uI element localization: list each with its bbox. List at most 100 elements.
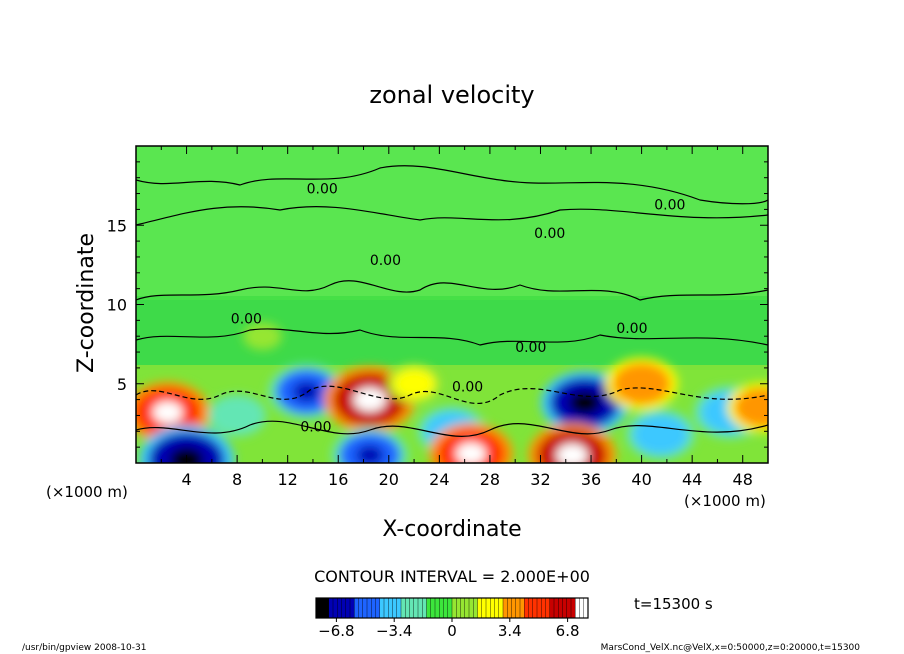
x-units-left: (×1000 m) [46, 483, 128, 501]
y-tick-label: 10 [107, 296, 127, 315]
colorbar-cell [362, 598, 368, 618]
colorbar-cell [532, 598, 538, 618]
contour-line [136, 165, 768, 205]
colorbar-cell [345, 598, 351, 618]
velocity-feature-core [356, 445, 384, 463]
velocity-feature-core [568, 391, 601, 415]
colorbar-cell [409, 598, 415, 618]
colorbar-cell [435, 598, 440, 618]
colorbar-cell [392, 598, 398, 618]
velocity-feature [633, 414, 689, 455]
colorbar-cell [528, 598, 534, 618]
colorbar-cell [571, 598, 576, 618]
colorbar-tick-label: −6.8 [318, 622, 354, 640]
x-tick-label: 32 [530, 470, 550, 489]
colorbar-cell [494, 598, 500, 618]
contour-label: 0.00 [616, 321, 647, 337]
x-axis-label: X-coordinate [382, 517, 521, 542]
x-tick-label: 40 [631, 470, 651, 489]
contour-interval-text: CONTOUR INTERVAL = 2.000E+00 [314, 567, 590, 586]
x-tick-label: 28 [480, 470, 500, 489]
plot-area: 0.00 0.00 0.00 0.00 0.00 0.00 0.00 0.00 0.00 [136, 146, 768, 463]
colorbar-cell [320, 598, 325, 618]
colorbar-cell [328, 598, 334, 618]
colorbar-cell [486, 598, 491, 618]
colorbar-cell [452, 598, 457, 618]
colorbar-cell [464, 598, 470, 618]
x-tick-label: 44 [682, 470, 702, 489]
colorbar-cell [537, 598, 542, 618]
contour-line [136, 420, 768, 437]
colorbar-cell [358, 598, 364, 618]
colorbar-cell [562, 598, 568, 618]
colorbar-cell [524, 598, 529, 618]
contour-label: 0.00 [515, 340, 546, 356]
velocity-feature-core [292, 381, 321, 402]
contour-labels: 0.00 0.00 0.00 0.00 0.00 0.00 0.00 0.00 0.00 [231, 182, 686, 436]
colorbar-cell [541, 598, 546, 618]
colorbar-cell [413, 598, 419, 618]
colorbar-cell [549, 598, 555, 618]
colorbar-cell [579, 598, 585, 618]
velocity-feature [734, 387, 768, 428]
contour-label: 0.00 [452, 380, 483, 396]
footer-right: MarsCond_VelX.nc@VelX,x=0:50000,z=0:2000… [601, 643, 861, 653]
colorbar-cell [341, 598, 347, 618]
velocity-feature [392, 368, 436, 400]
colorbar-cell [316, 598, 321, 618]
mid-band [136, 300, 768, 370]
x-units-right: (×1000 m) [684, 492, 766, 510]
x-tick-label: 12 [278, 470, 298, 489]
velocity-feature-core [455, 442, 487, 463]
colorbar-cell [583, 598, 589, 618]
colorbar-tick-label: 3.4 [498, 622, 522, 640]
colorbar-cell [367, 598, 372, 618]
x-tick-label: 8 [232, 470, 242, 489]
x-axis: 4 8 12 16 20 24 28 32 36 40 44 48 [135, 146, 769, 489]
colorbar-cell [503, 598, 508, 618]
velocity-feature-core [353, 387, 387, 412]
x-tick-label: 48 [733, 470, 753, 489]
colorbar-cell [515, 598, 521, 618]
x-tick-label: 16 [328, 470, 348, 489]
colorbar-tick-label: 0 [447, 622, 457, 640]
colorbar-tick-label: −3.4 [376, 622, 412, 640]
velocity-features [136, 322, 768, 463]
contour-line [136, 328, 768, 346]
contour-label: 0.00 [370, 253, 401, 269]
colorbar-cell [520, 598, 525, 618]
velocity-feature [246, 325, 278, 348]
upper-band [136, 146, 768, 296]
colorbar-cell [554, 598, 559, 618]
colorbar-cell [439, 598, 444, 618]
colorbar-cell [388, 598, 393, 618]
colorbar-ticks: −6.8 −3.4 0 3.4 6.8 [318, 618, 580, 640]
colorbar-cell [422, 598, 427, 618]
colorbar-cell [396, 598, 402, 618]
colorbar-cell [401, 598, 406, 618]
colorbar-cell [511, 598, 517, 618]
colorbar-cell [477, 598, 483, 618]
colorbar-cell [566, 598, 572, 618]
colorbar-cell [430, 598, 436, 618]
colorbar-cell [507, 598, 512, 618]
contour-line [136, 280, 768, 301]
velocity-feature-core [556, 443, 588, 463]
y-tick-label: 5 [117, 375, 127, 394]
colorbar-cell [456, 598, 461, 618]
x-tick-label: 4 [181, 470, 191, 489]
contour-line [136, 206, 768, 226]
y-tick-label: 15 [107, 216, 127, 235]
x-tick-label: 20 [379, 470, 399, 489]
colorbar-cell [490, 598, 495, 618]
y-axis: 5 10 15 [107, 145, 768, 464]
colorbar [315, 597, 589, 619]
contour-label: 0.00 [307, 182, 338, 198]
colorbar-cell [354, 598, 359, 618]
contour-lines [136, 165, 768, 437]
velocity-feature [612, 362, 671, 405]
colorbar-cell [375, 598, 381, 618]
colorbar-cell [350, 598, 355, 618]
contour-label: 0.00 [300, 419, 331, 435]
colorbar-tick-label: 6.8 [556, 622, 580, 640]
